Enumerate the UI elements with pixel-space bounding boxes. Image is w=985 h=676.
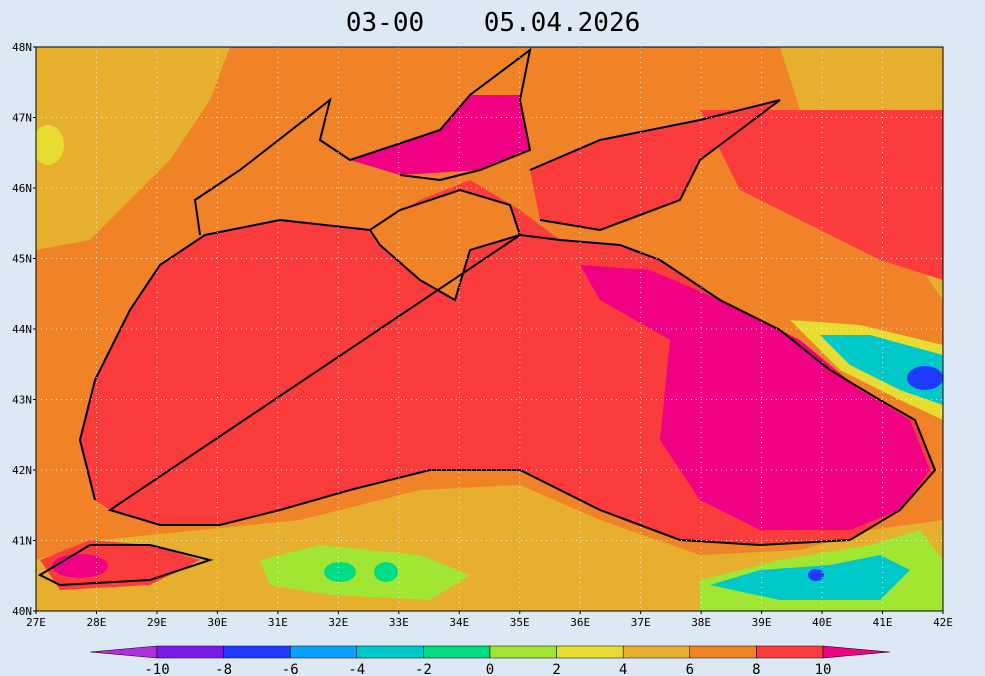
colorbar-segment — [356, 645, 424, 659]
map — [35, 46, 944, 612]
field-zone — [350, 95, 530, 175]
field — [36, 47, 943, 611]
colorbar-segment — [756, 645, 824, 659]
lat-label: 48N — [12, 41, 32, 54]
colorbar-segment — [622, 645, 691, 659]
lon-label: 31E — [268, 616, 288, 629]
field-zone — [374, 562, 398, 582]
lon-label: 38E — [691, 616, 711, 629]
lat-label: 44N — [12, 323, 32, 336]
title-time: 03-00 — [346, 8, 424, 38]
lon-label: 36E — [570, 616, 590, 629]
lon-label: 28E — [87, 616, 107, 629]
colorbar-label: -4 — [348, 662, 365, 676]
lon-label: 40E — [812, 616, 832, 629]
field-zone — [260, 545, 470, 600]
lon-label: 30E — [207, 616, 227, 629]
colorbar-label: 0 — [486, 662, 494, 676]
colorbar-label: 10 — [815, 662, 832, 676]
field-zone — [36, 47, 230, 250]
lat-label: 42N — [12, 464, 32, 477]
title-date: 05.04.2026 — [484, 8, 641, 38]
lat-label: 41N — [12, 535, 32, 548]
lon-label: 33E — [389, 616, 409, 629]
field-zone — [907, 366, 943, 390]
lon-label: 41E — [873, 616, 893, 629]
lon-label: 32E — [328, 616, 348, 629]
field-zone — [820, 335, 943, 405]
colorbar-segment — [423, 645, 491, 659]
lon-label: 42E — [933, 616, 953, 629]
grid — [36, 47, 943, 611]
colorbar-segment — [289, 645, 358, 659]
lat-label: 47N — [12, 112, 32, 125]
field-zone — [580, 265, 930, 530]
field-zone — [808, 569, 824, 581]
colorbar-segment — [223, 645, 291, 659]
lat-label: 46N — [12, 182, 32, 195]
lat-label: 45N — [12, 253, 32, 266]
colorbar-label: 2 — [552, 662, 560, 676]
colorbar-arrow — [822, 645, 890, 659]
colorbar-label: 6 — [686, 662, 694, 676]
colorbar-label: -6 — [282, 662, 299, 676]
lon-label: 37E — [631, 616, 651, 629]
colorbar-label: 8 — [752, 662, 760, 676]
colorbar-label: -2 — [415, 662, 432, 676]
lon-label: 29E — [147, 616, 167, 629]
lat-label: 40N — [12, 605, 32, 618]
lon-label: 35E — [510, 616, 530, 629]
lon-label: 34E — [449, 616, 469, 629]
colorbar-segment — [689, 645, 757, 659]
lon-label: 27E — [26, 616, 46, 629]
field-zone — [324, 562, 356, 582]
field-zone — [36, 125, 64, 165]
colorbar-label: -10 — [144, 662, 169, 676]
coastline — [37, 47, 937, 587]
colorbar-label: 4 — [619, 662, 627, 676]
colorbar-segment — [489, 645, 557, 659]
lon-label: 39E — [752, 616, 772, 629]
lat-label: 43N — [12, 394, 32, 407]
colorbar-label: -8 — [215, 662, 232, 676]
colorbar-segment — [156, 645, 224, 659]
field-zone — [52, 554, 108, 578]
colorbar-segment — [556, 645, 624, 659]
field-zone — [370, 190, 520, 300]
